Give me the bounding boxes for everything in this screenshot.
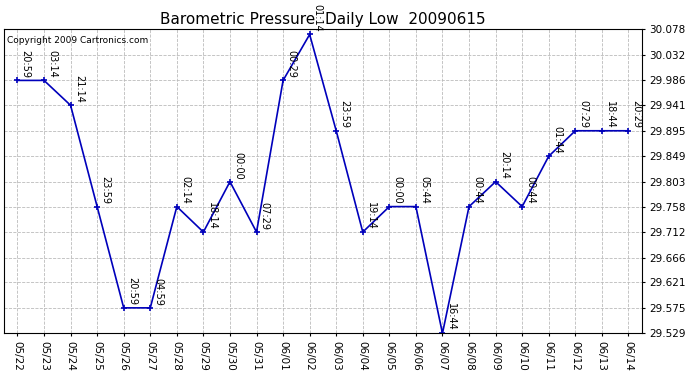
Text: 00:00: 00:00: [233, 152, 243, 179]
Text: 00:44: 00:44: [472, 176, 482, 204]
Text: 00:44: 00:44: [525, 176, 535, 204]
Text: 20:59: 20:59: [21, 50, 30, 78]
Text: 18:14: 18:14: [206, 202, 217, 229]
Text: 20:59: 20:59: [127, 278, 137, 305]
Text: Copyright 2009 Cartronics.com: Copyright 2009 Cartronics.com: [8, 36, 148, 45]
Text: 04:59: 04:59: [153, 278, 164, 305]
Text: 00:00: 00:00: [393, 176, 402, 204]
Text: 21:14: 21:14: [74, 75, 83, 103]
Text: 23:59: 23:59: [100, 176, 110, 204]
Title: Barometric Pressure  Daily Low  20090615: Barometric Pressure Daily Low 20090615: [160, 12, 486, 27]
Text: 19:14: 19:14: [366, 202, 376, 229]
Text: 16:44: 16:44: [446, 303, 455, 331]
Text: 00:29: 00:29: [286, 50, 296, 78]
Text: 20:14: 20:14: [499, 152, 509, 179]
Text: 05:44: 05:44: [419, 176, 429, 204]
Text: 18:44: 18:44: [605, 100, 615, 128]
Text: 20:29: 20:29: [631, 100, 642, 128]
Text: 07:29: 07:29: [259, 202, 270, 229]
Text: 01:14: 01:14: [313, 4, 323, 32]
Text: 03:14: 03:14: [47, 50, 57, 78]
Text: 23:59: 23:59: [339, 100, 349, 128]
Text: 07:29: 07:29: [578, 100, 589, 128]
Text: 02:14: 02:14: [180, 176, 190, 204]
Text: 01:44: 01:44: [552, 126, 562, 154]
